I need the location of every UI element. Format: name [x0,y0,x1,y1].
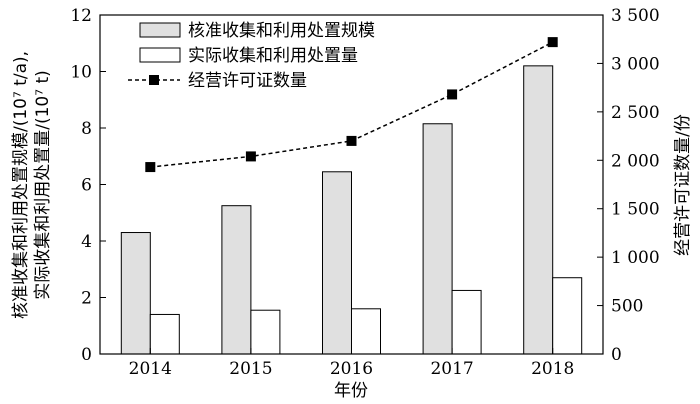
x-tick-label-2016: 2016 [330,359,373,379]
left-tick-label: 0 [81,345,92,365]
right-tick-label: 0 [611,345,622,365]
bars-layer [120,65,583,355]
bar-actual-2018 [552,277,583,355]
x-tick-label-2017: 2017 [430,359,473,379]
left-tick-label: 8 [81,119,92,139]
left-axis-title-line-2: 实际收集和利用处置量/(10⁷ t) [33,70,53,300]
right-tick-label: 1 500 [611,200,660,220]
marker-license-2017 [447,89,458,100]
bar-approved-2018 [523,65,554,355]
right-tick-label: 2 000 [611,151,660,171]
right-tick-label: 1 000 [611,248,660,268]
line-layer [145,37,558,173]
bar-actual-2015 [250,309,281,355]
x-axis-title: 年份 [334,381,368,401]
x-tick-label-2014: 2014 [129,359,172,379]
right-axis-title: 经营许可证数量/份 [673,114,693,256]
marker-license-2014 [145,162,156,173]
left-tick-label: 2 [81,289,92,309]
line-license-count [150,41,554,168]
left-tick-label: 4 [81,232,92,252]
bar-approved-2015 [221,205,252,355]
right-tick-label: 3 500 [611,6,660,26]
bar-approved-2014 [120,232,151,355]
bar-actual-2017 [451,289,482,355]
x-tick-label-2018: 2018 [531,359,574,379]
left-tick-label: 10 [70,63,92,83]
legend-swatch-actual [139,47,181,63]
x-tick-label-2015: 2015 [229,359,272,379]
bar-approved-2016 [322,171,352,355]
x-axis-ticks: 2014 2015 2016 2017 2018 [129,348,574,379]
legend-marker-license [149,75,159,85]
legend-swatch-approved [139,22,181,38]
left-axis-ticks: 0 2 4 6 8 10 12 [70,6,106,365]
legend-label-approved: 核准收集和利用处置规模 [188,21,375,41]
left-tick-label: 6 [81,176,92,196]
legend-label-license: 经营许可证数量 [188,71,307,91]
bar-approved-2017 [422,123,453,355]
legend-label-actual: 实际收集和利用处置量 [188,46,358,66]
marker-license-2018 [547,37,558,48]
bar-actual-2016 [351,308,381,355]
right-tick-label: 2 500 [611,103,660,123]
bar-actual-2014 [149,313,180,355]
right-tick-label: 3 000 [611,54,660,74]
legend: 核准收集和利用处置规模 实际收集和利用处置量 经营许可证数量 [128,21,375,91]
marker-license-2016 [346,135,357,146]
left-axis-title-line-1: 核准收集和利用处置规模/(10⁷ t/a), [11,51,31,319]
left-tick-label: 12 [70,6,92,26]
marker-license-2015 [245,151,256,162]
right-tick-label: 500 [611,297,643,317]
right-axis-ticks: 0 500 1 000 1 500 2 000 2 500 3 000 3 500 [597,6,660,365]
